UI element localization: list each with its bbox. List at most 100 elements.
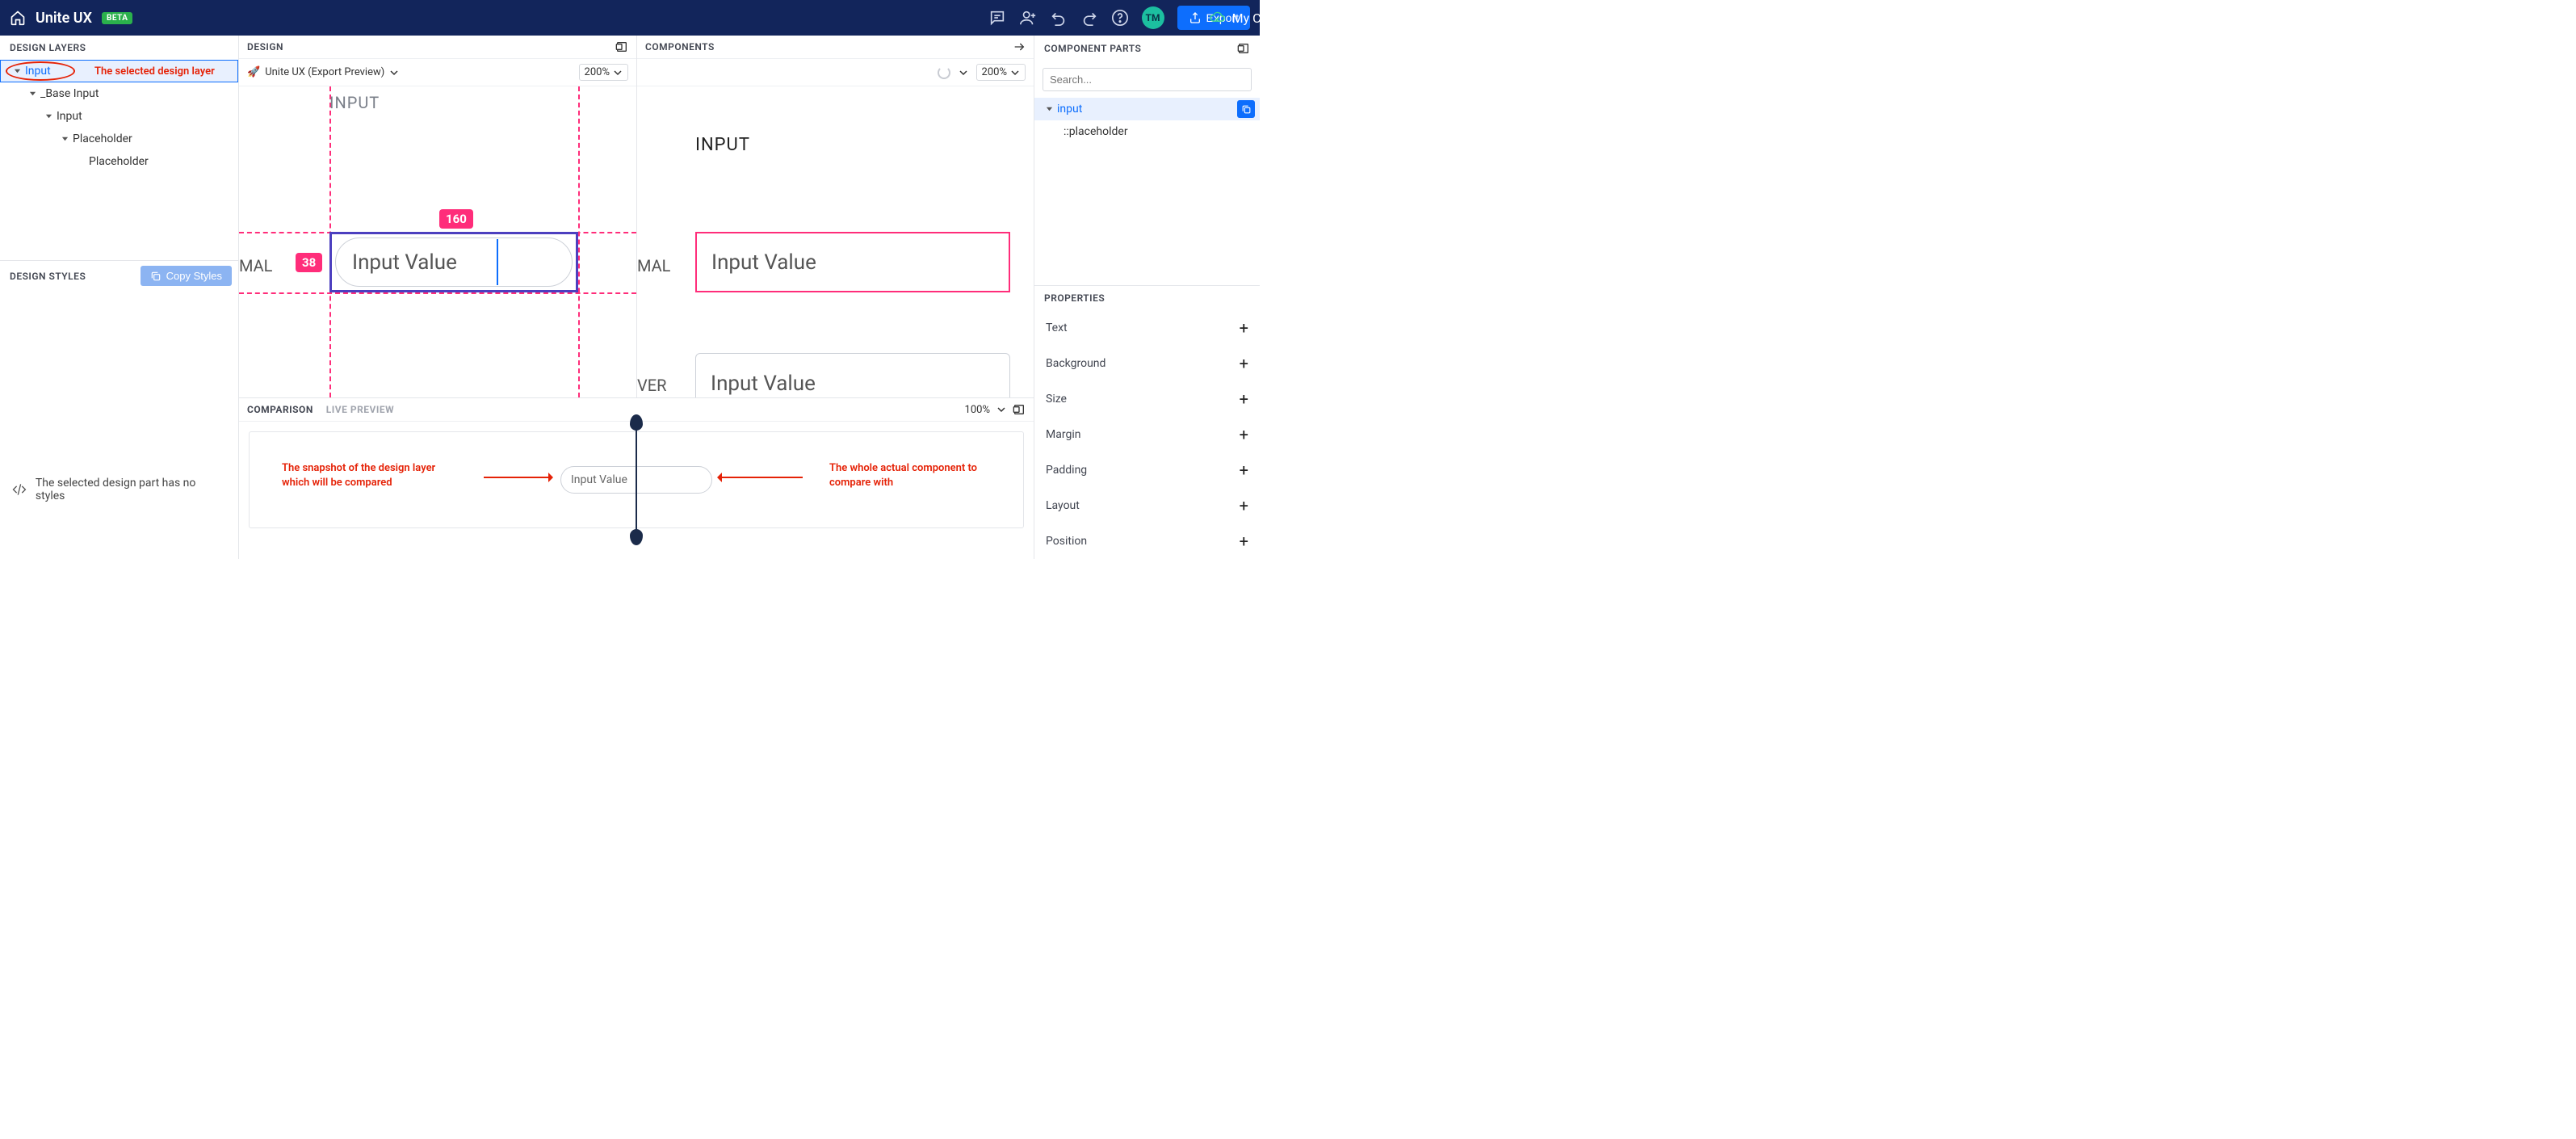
spinner-icon (938, 66, 950, 79)
plus-icon[interactable]: + (1240, 427, 1248, 443)
slider-handle-bottom[interactable] (630, 529, 643, 545)
avatar[interactable]: TM (1142, 6, 1164, 29)
plus-icon[interactable]: + (1240, 355, 1248, 372)
zoom-value: 200% (982, 66, 1007, 78)
annotation-left: The snapshot of the design layer which w… (282, 461, 459, 490)
design-input-frame: Input Value (329, 232, 578, 292)
search-input[interactable] (1043, 68, 1252, 91)
tab-live-preview[interactable]: LIVE PREVIEW (326, 404, 394, 415)
property-label: Size (1046, 393, 1067, 406)
annotation-text: The selected design layer (94, 65, 215, 78)
components-pane: COMPONENTS 200% INPUT MAL Input Value (636, 36, 1034, 397)
component-parts-title: COMPONENT PARTS (1044, 43, 1141, 54)
maximize-icon[interactable] (1013, 403, 1026, 416)
copy-part-button[interactable] (1237, 100, 1255, 118)
comparison-input-value: Input Value (571, 473, 627, 486)
component-hover: Input Value (695, 353, 1010, 397)
twisty-icon[interactable] (44, 111, 53, 121)
home-icon[interactable] (10, 10, 26, 26)
redo-icon[interactable] (1080, 9, 1098, 27)
cloud-icon (1210, 11, 1226, 24)
right-column: COMPONENT PARTS input ::placeholder PROP… (1034, 36, 1260, 559)
rocket-icon: 🚀 (247, 66, 260, 78)
twisty-icon[interactable] (12, 66, 22, 76)
maximize-icon[interactable] (615, 40, 628, 53)
parts-row[interactable]: input (1034, 98, 1260, 120)
layer-row[interactable]: Placeholder (0, 128, 238, 150)
comparison-frame[interactable]: The snapshot of the design layer which w… (249, 431, 1024, 528)
property-row[interactable]: Text + (1034, 310, 1260, 346)
theme-selector[interactable]: 🚀 Unite UX (Export Preview) (247, 66, 399, 78)
zoom-selector[interactable]: 200% (976, 64, 1026, 81)
comment-icon[interactable] (988, 9, 1006, 27)
design-sub-toolbar: 🚀 Unite UX (Export Preview) 200% (239, 58, 636, 86)
property-row[interactable]: Background + (1034, 346, 1260, 381)
layer-row[interactable]: Input The selected design layer (0, 60, 238, 82)
copy-styles-button[interactable]: Copy Styles (141, 266, 232, 286)
slider-line[interactable] (636, 421, 637, 539)
plus-icon[interactable]: + (1240, 391, 1248, 407)
layer-row[interactable]: Input (0, 105, 238, 128)
guide-vertical (578, 86, 580, 397)
plus-icon[interactable]: + (1240, 533, 1248, 549)
component-value: Input Value (711, 250, 816, 275)
collapse-icon[interactable] (1013, 40, 1026, 53)
property-row[interactable]: Size + (1034, 381, 1260, 417)
plus-icon[interactable]: + (1240, 462, 1248, 478)
layer-row[interactable]: _Base Input (0, 82, 238, 105)
property-label: Padding (1046, 464, 1087, 477)
layer-label: _Base Input (40, 87, 99, 100)
layer-label: Input (57, 110, 82, 123)
layer-label: Placeholder (73, 132, 132, 145)
components-canvas[interactable]: INPUT MAL Input Value VER Input Value (637, 86, 1034, 397)
chevron-down-icon[interactable] (959, 68, 968, 78)
theme-name: Unite UX (Export Preview) (265, 66, 384, 78)
code-icon (11, 481, 27, 498)
design-canvas[interactable]: INPUT MAL 160 38 Input Value (239, 86, 636, 397)
no-styles-text: The selected design part has no styles (36, 477, 227, 502)
app-header: Unite UX BETA My Comparison Project TM E… (0, 0, 1260, 36)
maximize-icon[interactable] (1237, 42, 1250, 55)
components-heading: INPUT (695, 135, 750, 155)
property-label: Text (1046, 322, 1068, 334)
center-divider (497, 239, 498, 285)
zoom-value[interactable]: 100% (965, 404, 990, 416)
plus-icon[interactable]: + (1240, 320, 1248, 336)
state-label: MAL (637, 256, 670, 275)
layer-row[interactable]: Placeholder (0, 150, 238, 173)
component-selected: Input Value (695, 232, 1010, 292)
plus-icon[interactable]: + (1240, 498, 1248, 514)
design-pane: DESIGN 🚀 Unite UX (Export Preview) 200% (239, 36, 636, 397)
component-value: Input Value (711, 372, 816, 396)
arrow-left (722, 477, 803, 478)
twisty-icon[interactable] (27, 89, 37, 99)
design-layers-header: DESIGN LAYERS (0, 36, 238, 60)
header-left: Unite UX BETA (10, 10, 132, 27)
undo-icon[interactable] (1050, 9, 1068, 27)
chevron-down-icon[interactable] (996, 405, 1006, 414)
chevron-down-icon (1010, 68, 1020, 78)
zoom-selector[interactable]: 200% (579, 64, 628, 81)
property-row[interactable]: Layout + (1034, 488, 1260, 523)
slider-handle-top[interactable] (630, 414, 643, 431)
add-user-icon[interactable] (1019, 9, 1037, 27)
property-row[interactable]: Padding + (1034, 452, 1260, 488)
properties-header: PROPERTIES (1034, 285, 1260, 310)
twisty-icon[interactable] (1044, 104, 1054, 114)
property-label: Layout (1046, 499, 1080, 512)
state-label: MAL (239, 256, 272, 275)
property-row[interactable]: Margin+ (1034, 417, 1260, 452)
comparison-panel: COMPARISON LIVE PREVIEW 100% The snapsho… (239, 397, 1034, 559)
annotation-right: The whole actual component to compare wi… (829, 461, 991, 490)
help-icon[interactable] (1111, 9, 1129, 27)
twisty-icon[interactable] (60, 134, 69, 144)
canvases-row: DESIGN 🚀 Unite UX (Export Preview) 200% (239, 36, 1034, 397)
guide-horizontal (239, 292, 636, 294)
property-row[interactable]: Position+ (1034, 523, 1260, 559)
design-title: DESIGN (247, 41, 283, 53)
parts-row[interactable]: ::placeholder (1034, 120, 1260, 143)
tab-comparison[interactable]: COMPARISON (247, 404, 313, 415)
main: DESIGN LAYERS Input The selected design … (0, 36, 1260, 559)
property-label: Background (1046, 357, 1105, 370)
zoom-value: 200% (585, 66, 610, 78)
